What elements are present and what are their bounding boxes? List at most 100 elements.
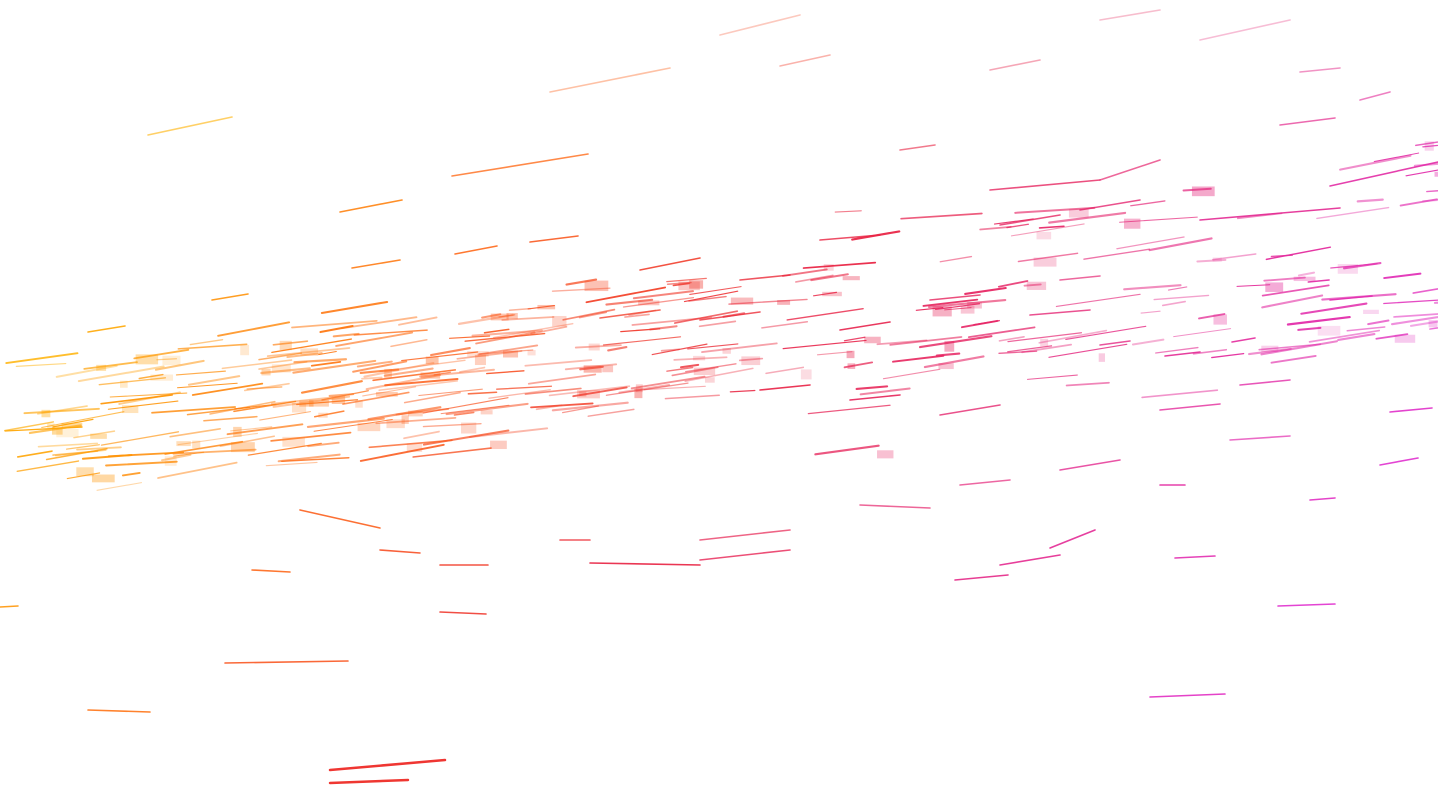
streak [1010,223,1085,237]
streak [1415,141,1438,147]
streak [221,359,293,370]
streak [271,338,353,354]
streak [100,431,180,446]
streak [1174,555,1216,559]
streak [453,411,475,416]
streak [433,371,452,376]
streak [1383,299,1438,305]
streak [618,384,671,394]
streak [843,361,874,369]
streak [1065,325,1147,341]
streak [605,382,689,396]
streak [265,461,318,467]
streak-haze [1033,257,1057,267]
streak [390,338,428,348]
streak [367,406,442,421]
streak [814,444,880,456]
streak [524,359,593,367]
streak [359,368,400,374]
streak [157,461,238,479]
streak [296,399,359,406]
streak [356,360,393,368]
streak [292,359,377,374]
streak [1161,300,1186,307]
streak [299,509,381,529]
streak-haze [960,305,975,314]
streak [739,274,791,281]
streak [272,395,351,408]
streak [1148,237,1213,252]
streak [320,300,389,315]
streak [1049,529,1096,549]
streak [362,386,417,397]
streak [403,391,461,404]
streak-haze [932,306,952,317]
streak [1029,309,1091,316]
streak [375,417,457,425]
streak-haze [355,400,363,408]
streak [624,313,650,318]
streak-haze [722,348,731,354]
streak [138,373,164,380]
streak [527,373,597,385]
streak [1373,152,1420,163]
streak [133,348,190,360]
streak [1426,190,1438,193]
streak [687,343,739,350]
streak [160,453,192,462]
streak [779,54,831,67]
streak [607,345,628,352]
streak [698,320,737,328]
streak [1083,248,1151,260]
streak [1099,340,1131,346]
streak [998,336,1025,342]
streak [363,362,435,378]
streak [52,450,99,456]
streak [1119,216,1198,223]
streak [1356,198,1384,203]
streak [1309,497,1336,501]
streak-haze [162,355,181,366]
streak [258,352,302,361]
streak-haze [1212,257,1222,262]
streak-haze [1434,171,1438,177]
streak [683,290,739,303]
streak [361,376,383,380]
streak [219,435,275,447]
streak [1023,283,1042,287]
streak [1212,253,1257,261]
streak [401,351,479,362]
streak [493,322,574,339]
streak [1048,211,1127,224]
streak-haze [490,313,509,321]
streak-haze [474,354,486,366]
streak-haze [506,312,518,320]
streak-haze [1068,208,1089,218]
streak [599,309,661,319]
streak [217,321,291,337]
streak [1239,379,1291,386]
streak [270,431,352,442]
streak-haze [135,354,159,365]
streak [935,352,961,357]
streak [76,446,122,451]
streak-haze [176,441,191,447]
streak [246,386,283,390]
streak [628,309,657,316]
streak [109,392,188,398]
streak-haze [588,343,600,351]
streak-haze [480,410,493,415]
streak [964,286,1007,295]
streak [1263,276,1306,282]
streak-haze [76,467,94,477]
streak [243,382,290,392]
streak [589,562,701,566]
streak [934,303,981,311]
streak [689,286,742,296]
streak [939,255,973,263]
streak [1412,288,1438,294]
streak [959,479,1011,486]
streak [488,389,551,399]
streak [802,261,877,269]
streak [418,388,483,397]
